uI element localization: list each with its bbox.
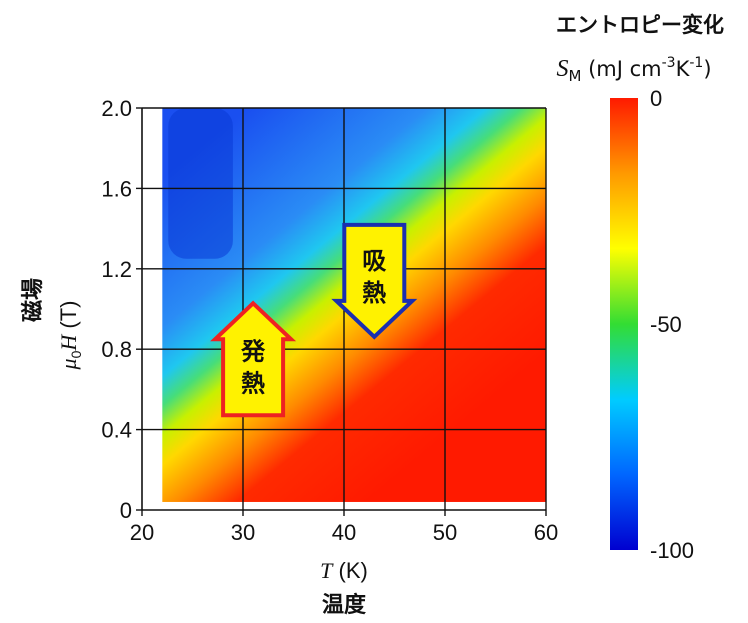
colorbar-symbol-sub: M	[568, 67, 581, 85]
colorbar-tick-label: -50	[650, 312, 682, 337]
x-axis-symbol: T	[320, 558, 334, 583]
x-axis-unit: (K)	[332, 558, 367, 583]
x-axis-label: T (K)	[320, 558, 368, 583]
y-tick-labels: 0 0.4 0.8 1.2 1.6 2.0	[101, 96, 142, 523]
colorbar-unit-sup-2: -1	[689, 55, 703, 71]
x-axis-jp-label: 温度	[322, 592, 367, 618]
colorbar-unit-2: K	[676, 57, 691, 81]
y-axis-jp-label: 磁場	[20, 278, 46, 322]
y-axis-label: μ0H (T)	[56, 301, 84, 371]
annotation-text-line2: 熱	[241, 369, 265, 397]
y-axis-symbol-2: H	[56, 334, 81, 352]
x-tick-label: 60	[534, 520, 558, 545]
colorbar-unit-label: SM (mJ cm-3K-1)	[556, 55, 711, 85]
x-tick-label: 20	[130, 520, 154, 545]
colorbar-unit-1: (mJ cm	[581, 57, 661, 81]
y-tick-label: 1.6	[101, 176, 132, 201]
annotation-text-line1: 発	[240, 337, 266, 365]
y-tick-label: 1.2	[101, 257, 132, 282]
x-tick-label: 40	[332, 520, 356, 545]
colorbar	[610, 98, 638, 550]
colorbar-tick-labels: 0 -50 -100	[650, 86, 694, 563]
annotation-text-line1: 吸	[362, 247, 386, 275]
colorbar-unit-3: )	[703, 57, 711, 81]
colorbar-unit-sup-1: -3	[662, 55, 676, 71]
x-tick-label: 30	[231, 520, 255, 545]
y-tick-label: 0.8	[101, 337, 132, 362]
colorbar-tick-label: 0	[650, 86, 662, 111]
x-tick-labels: 20 30 40 50 60	[130, 510, 558, 545]
annotation-arrow-down	[331, 222, 418, 340]
heatmap-deep-blue-region	[168, 108, 233, 259]
colorbar-symbol: S	[556, 56, 568, 82]
colorbar-tick-label: -100	[650, 538, 694, 563]
y-tick-label: 0.4	[101, 418, 132, 443]
y-axis-symbol: μ	[56, 358, 81, 370]
y-axis-unit: (T)	[56, 301, 81, 335]
annotation-text-line2: 熱	[362, 279, 386, 307]
y-tick-label: 0	[120, 498, 132, 523]
y-axis-subscript: 0	[68, 350, 84, 358]
y-tick-label: 2.0	[101, 96, 132, 121]
colorbar-title: エントロピー変化	[556, 13, 724, 37]
annotation-arrow-up	[210, 300, 297, 418]
x-tick-label: 50	[433, 520, 457, 545]
